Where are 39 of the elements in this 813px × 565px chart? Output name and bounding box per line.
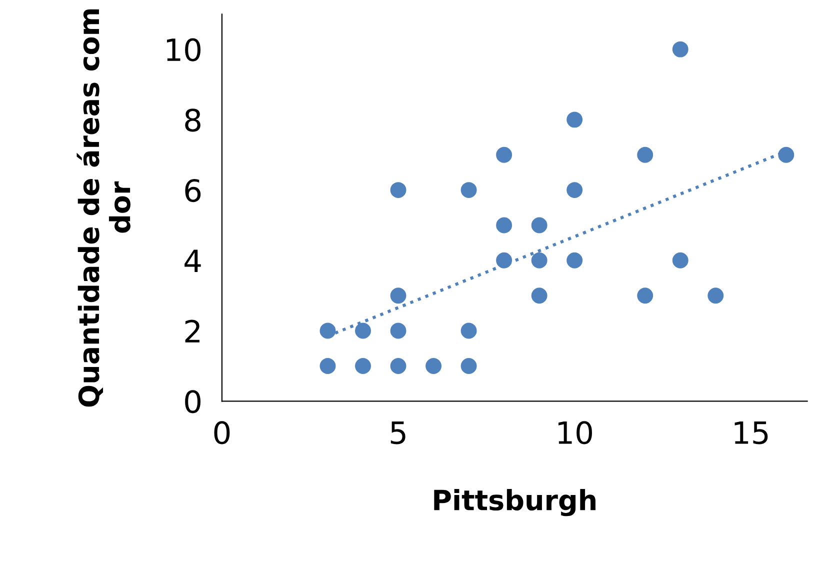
point: [566, 112, 583, 128]
y-tick-label: 6: [185, 178, 201, 202]
point: [460, 182, 477, 198]
point: [778, 146, 794, 163]
point: [355, 322, 371, 339]
point: [390, 182, 406, 198]
point: [390, 288, 406, 304]
y-tick-label: 8: [185, 108, 200, 132]
point: [320, 322, 336, 339]
y-tick-label: 2: [185, 320, 200, 342]
y-axis-title: Quantidade de áreas com dor: [76, 9, 130, 407]
point: [531, 288, 548, 304]
x-tick-label: 10: [558, 421, 592, 444]
point: [496, 217, 512, 234]
x-tick-label: 5: [390, 422, 406, 444]
point: [566, 252, 583, 268]
point: [390, 358, 406, 374]
point: [637, 288, 654, 304]
point: [320, 358, 336, 374]
point: [708, 288, 724, 304]
point: [460, 358, 477, 374]
y-tick-label: 4: [184, 250, 201, 272]
point: [637, 146, 654, 163]
point: [531, 217, 548, 234]
point: [390, 322, 406, 339]
point: [672, 41, 688, 58]
point: [496, 146, 512, 163]
x-axis-title: Pittsburgh: [434, 489, 596, 516]
x-tick-label: 15: [734, 422, 768, 444]
point: [496, 252, 512, 268]
point: [355, 358, 371, 374]
point: [460, 322, 477, 339]
point: [531, 252, 548, 268]
point: [426, 358, 442, 374]
y-tick-label: 0: [185, 390, 200, 414]
x-tick-label: 0: [214, 421, 230, 444]
y-tick-label: 10: [166, 38, 200, 62]
point: [672, 252, 688, 268]
point: [566, 182, 583, 198]
